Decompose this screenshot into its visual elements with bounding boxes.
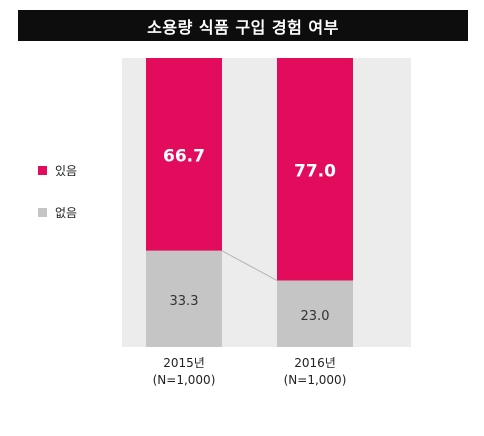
legend-swatch-no <box>38 207 47 217</box>
data-label-no-1: 33.3 <box>170 294 199 309</box>
connector-line <box>221 250 278 281</box>
category-sublabel-1: (N=1,000) <box>153 373 216 387</box>
category-sublabel-2: (N=1,000) <box>284 373 347 387</box>
legend-item-no: 없음 <box>38 202 77 222</box>
data-label-yes-2: 77.0 <box>294 161 336 181</box>
legend-label-no: 없음 <box>55 205 78 220</box>
bar-no-1 <box>146 250 222 347</box>
bar-yes-2 <box>277 58 353 281</box>
data-label-yes-1: 66.7 <box>163 146 205 166</box>
chart-title-bar: 소용량 식품 구입 경험 여부 <box>18 10 468 41</box>
legend: 있음 없음 <box>38 160 77 244</box>
chart-title: 소용량 식품 구입 경험 여부 <box>147 17 339 37</box>
legend-item-yes: 있음 <box>38 160 77 180</box>
legend-swatch-yes <box>38 165 47 175</box>
bar-yes-1 <box>146 58 222 251</box>
category-label-2: 2016년 <box>294 356 336 370</box>
data-label-no-2: 23.0 <box>301 309 330 324</box>
legend-label-yes: 있음 <box>55 163 78 178</box>
category-label-1: 2015년 <box>163 356 205 370</box>
bar-no-2 <box>277 280 353 347</box>
